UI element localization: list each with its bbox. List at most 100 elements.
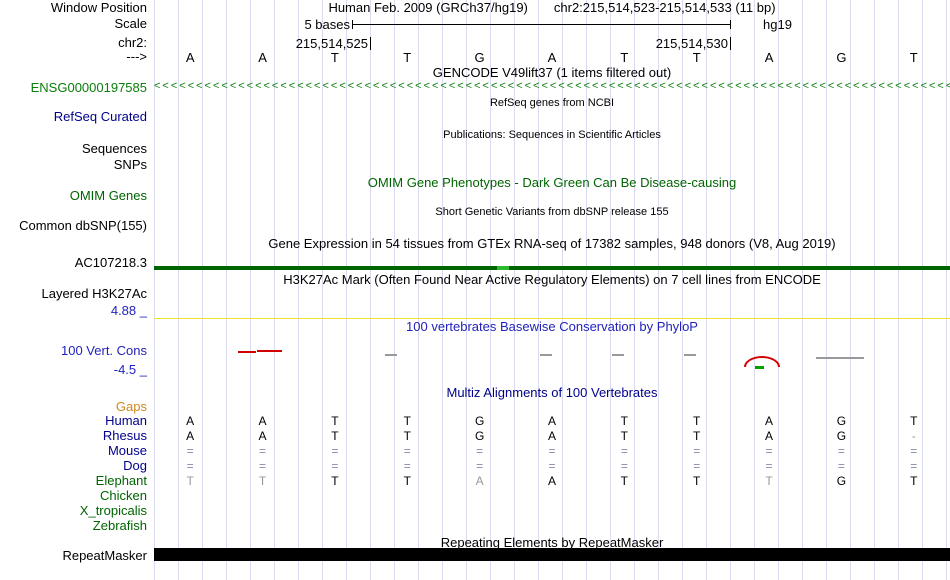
base-cell: =: [765, 459, 773, 473]
multiz-row-zebrafish: [154, 519, 950, 533]
track-label-common-dbsnp-155[interactable]: Common dbSNP(155): [19, 218, 147, 233]
base-cell: T: [403, 50, 412, 65]
base-cell: =: [403, 459, 411, 473]
track-label-elephant[interactable]: Elephant: [95, 473, 147, 488]
base-cell: T: [693, 414, 701, 428]
base-cell: T: [909, 50, 918, 65]
base-cell: T: [186, 474, 194, 488]
track-label-x-tropicalis[interactable]: X_tropicalis: [79, 503, 147, 518]
conservation-mark: [257, 350, 282, 352]
gencode-gene-arrows[interactable]: <<<<<<<<<<<<<<<<<<<<<<<<<<<<<<<<<<<<<<<<…: [154, 80, 950, 92]
base-cell: G: [836, 474, 847, 488]
base-cell: =: [186, 444, 194, 458]
base-cell: =: [476, 444, 484, 458]
base-cell: T: [910, 414, 918, 428]
base-cell: =: [837, 459, 845, 473]
base-cell: =: [186, 459, 194, 473]
base-cell: T: [765, 474, 773, 488]
track-label-4-5[interactable]: -4.5 _: [113, 362, 147, 377]
base-cell: =: [693, 444, 701, 458]
base-cell: A: [185, 50, 195, 65]
track-label-scale: Scale: [114, 16, 147, 31]
scale-bases-label: 5 bases: [304, 17, 350, 32]
base-cell: A: [258, 50, 267, 65]
track-label-layered-h3k27ac[interactable]: Layered H3K27Ac: [41, 286, 147, 301]
track-label-repeatmasker[interactable]: RepeatMasker: [62, 548, 147, 563]
track-title[interactable]: Short Genetic Variants from dbSNP releas…: [435, 206, 669, 218]
base-cell: A: [764, 50, 774, 65]
track-label-sequences[interactable]: Sequences: [81, 141, 147, 156]
track-label-refseq-curated[interactable]: RefSeq Curated: [53, 109, 147, 124]
track-label-chr2: chr2:: [118, 35, 147, 50]
multiz-row-gaps: [154, 400, 950, 414]
base-cell: =: [620, 444, 628, 458]
track-label-rhesus[interactable]: Rhesus: [102, 428, 147, 443]
base-cell: A: [547, 474, 556, 488]
base-cell: G: [836, 50, 847, 65]
base-cell: T: [693, 429, 701, 443]
track-label-ensg00000197585[interactable]: ENSG00000197585: [30, 80, 147, 95]
base-cell: G: [474, 50, 485, 65]
coordinate-right-tick: [730, 37, 731, 50]
track-label-100-vert-cons[interactable]: 100 Vert. Cons: [61, 343, 147, 358]
base-cell: =: [765, 444, 773, 458]
base-cell: =: [837, 444, 845, 458]
track-title[interactable]: Repeating Elements by RepeatMasker: [440, 535, 664, 550]
conservation-mark: [755, 366, 764, 369]
base-cell: T: [403, 414, 411, 428]
track-label-mouse[interactable]: Mouse: [107, 443, 147, 458]
base-cell: =: [693, 459, 701, 473]
track-title[interactable]: Gene Expression in 54 tissues from GTEx …: [268, 236, 836, 251]
gene-bar-exon-mark: [497, 266, 509, 270]
track-label-4-88[interactable]: 4.88 _: [110, 303, 147, 318]
base-cell: T: [331, 474, 339, 488]
gtex-gene-bar-ac107218[interactable]: [154, 266, 950, 270]
track-label-snps[interactable]: SNPs: [113, 157, 147, 172]
base-cell: =: [331, 444, 339, 458]
track-label-dog[interactable]: Dog: [123, 458, 147, 473]
base-cell: T: [331, 429, 339, 443]
track-label-: --->: [126, 49, 147, 64]
multiz-row-mouse: = = = = = = = = = = =: [154, 444, 950, 458]
base-cell: T: [620, 414, 628, 428]
track-label-omim-genes[interactable]: OMIM Genes: [69, 188, 147, 203]
region-coordinates: chr2:215,514,523-215,514,533 (11 bp): [553, 0, 776, 15]
repeatmasker-bar[interactable]: [154, 548, 950, 561]
track-label-zebrafish[interactable]: Zebrafish: [92, 518, 147, 533]
base-cell: =: [910, 459, 918, 473]
base-cell: =: [620, 459, 628, 473]
conservation-mark: [385, 354, 397, 356]
track-label-gaps[interactable]: Gaps: [115, 399, 147, 414]
base-cell: A: [258, 429, 267, 443]
track-label-window-position: Window Position: [50, 0, 147, 15]
base-cell: T: [330, 50, 339, 65]
base-cell: A: [475, 474, 484, 488]
conservation-mark: [612, 354, 624, 356]
base-cell: =: [548, 459, 556, 473]
track-title[interactable]: Multiz Alignments of 100 Vertebrates: [446, 385, 658, 400]
base-cell: =: [259, 444, 267, 458]
base-cell: T: [620, 50, 629, 65]
assembly-label: hg19: [763, 17, 792, 32]
track-title[interactable]: RefSeq genes from NCBI: [489, 97, 615, 109]
base-cell: -: [911, 429, 916, 443]
track-title[interactable]: 100 vertebrates Basewise Conservation by…: [406, 319, 698, 334]
base-cell: A: [765, 414, 774, 428]
track-label-human[interactable]: Human: [105, 413, 147, 428]
track-title[interactable]: Publications: Sequences in Scientific Ar…: [443, 129, 661, 141]
base-cell: =: [910, 444, 918, 458]
multiz-row-chicken: [154, 489, 950, 503]
track-title[interactable]: OMIM Gene Phenotypes - Dark Green Can Be…: [367, 175, 737, 190]
conservation-mark: [238, 351, 256, 353]
track-label-ac107218-3[interactable]: AC107218.3: [74, 255, 147, 270]
base-cell: A: [186, 429, 195, 443]
base-cell: A: [186, 414, 195, 428]
track-display-area[interactable]: Human Feb. 2009 (GRCh37/hg19) chr2:215,51…: [154, 0, 950, 580]
base-cell: =: [331, 459, 339, 473]
track-title[interactable]: H3K27Ac Mark (Often Found Near Active Re…: [283, 272, 821, 287]
track-title[interactable]: GENCODE V49lift37 (1 items filtered out): [432, 65, 672, 80]
track-label-chicken[interactable]: Chicken: [100, 488, 147, 503]
